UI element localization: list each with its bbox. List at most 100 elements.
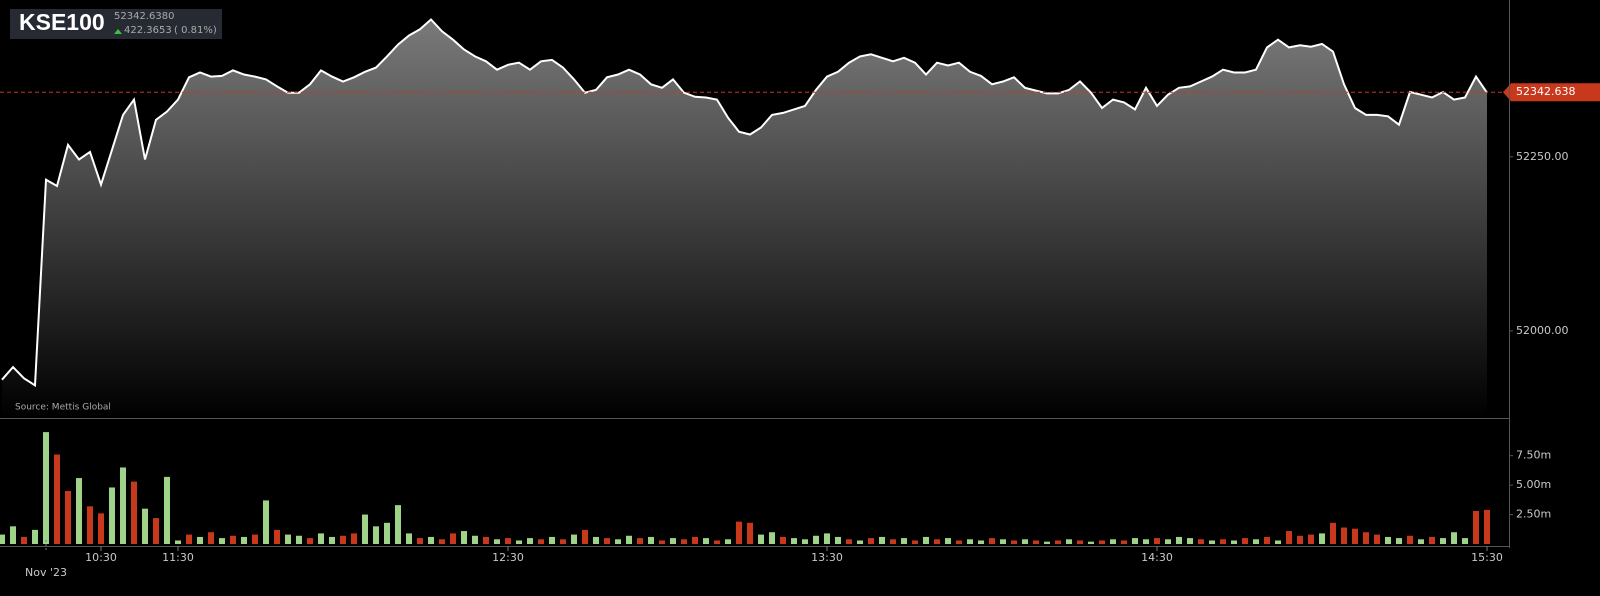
volume-bar — [1044, 541, 1050, 544]
area-fill — [2, 19, 1487, 418]
volume-bar — [1429, 536, 1435, 544]
volume-bar — [153, 518, 159, 544]
volume-bar — [362, 514, 368, 544]
price-line — [1, 18, 1488, 388]
volume-bar — [934, 539, 940, 544]
volume-bar — [1209, 540, 1215, 544]
volume-bar — [868, 538, 874, 544]
volume-bar — [714, 540, 720, 544]
volume-bar — [197, 536, 203, 544]
volume-bar — [626, 535, 632, 544]
y-tick-label: 2.50m — [1516, 508, 1551, 521]
volume-bar — [560, 539, 566, 544]
x-tick-label: 15:30 — [1471, 551, 1503, 564]
volume-bar — [1253, 539, 1259, 544]
volume-bar — [1077, 540, 1083, 544]
y-tick-label: 7.50m — [1516, 449, 1551, 462]
header-change-pct: ( 0.81%) — [174, 25, 217, 36]
volume-bar — [450, 533, 456, 544]
volume-bar — [967, 539, 973, 544]
volume-bar — [1484, 509, 1490, 544]
volume-bar — [1066, 539, 1072, 544]
volume-bar — [1297, 535, 1303, 544]
volume-bar — [219, 538, 225, 544]
last-price-label: 52342.638 — [1516, 85, 1576, 98]
volume-bar — [1099, 540, 1105, 544]
volume-bar — [901, 538, 907, 544]
volume-bar — [648, 536, 654, 544]
volume-bar — [373, 526, 379, 544]
volume-bar — [1187, 538, 1193, 544]
volume-bar — [582, 529, 588, 544]
volume-bar — [54, 454, 60, 544]
volume-bar — [417, 538, 423, 544]
volume-bar — [758, 534, 764, 544]
volume-bar — [1176, 536, 1182, 544]
volume-bar — [1165, 539, 1171, 544]
volume-bar — [439, 539, 445, 544]
price-panel: 52000.00 52250.00 52342.638 — [0, 18, 1600, 418]
volume-bar — [428, 536, 434, 544]
volume-bar — [1462, 538, 1468, 544]
volume-bar — [1011, 540, 1017, 544]
volume-bar — [835, 536, 841, 544]
x-tick-label: 12:30 — [492, 551, 524, 564]
source: Source: Mettis Global — [15, 403, 111, 413]
volume-bar — [1363, 532, 1369, 544]
volume-bar — [1242, 538, 1248, 544]
volume-bar — [384, 522, 390, 544]
volume-bar — [813, 535, 819, 544]
volume-bar — [483, 536, 489, 544]
volume-bar — [637, 538, 643, 544]
volume-bar — [120, 467, 126, 544]
volume-bar — [989, 538, 995, 544]
volume-bar — [472, 535, 478, 544]
volume-bar — [791, 538, 797, 544]
volume-bar — [1341, 527, 1347, 544]
volume-bar — [164, 476, 170, 544]
last-price-tag — [1503, 83, 1600, 102]
x-tick-label: 14:30 — [1141, 551, 1173, 564]
volume-bar — [0, 534, 5, 544]
volume-bar — [329, 536, 335, 544]
volume-bar — [725, 539, 731, 544]
volume-bar — [296, 535, 302, 544]
volume-bar — [1110, 539, 1116, 544]
header-title: KSE100 — [19, 9, 105, 35]
volume-bar — [252, 534, 258, 544]
volume-bar — [274, 529, 280, 544]
header-change: 422.3653 — [124, 25, 172, 36]
volume-bar — [230, 535, 236, 544]
volume-bar — [1055, 540, 1061, 544]
volume-bar — [65, 491, 71, 544]
volume-bar — [1385, 536, 1391, 544]
volume-bar — [1198, 539, 1204, 544]
x-tick-label: 13:30 — [811, 551, 843, 564]
volume-bar — [1121, 540, 1127, 544]
volume-bar — [461, 531, 467, 544]
volume-bar — [571, 534, 577, 544]
volume-bar — [1088, 541, 1094, 544]
volume-bar — [142, 508, 148, 544]
header-price: 52342.6380 — [114, 11, 174, 22]
volume-bar — [890, 539, 896, 544]
volume-bar — [10, 526, 16, 544]
volume-bar — [923, 536, 929, 544]
y-tick-label: 5.00m — [1516, 478, 1551, 491]
volume-bar — [659, 540, 665, 544]
volume-bar — [736, 521, 742, 544]
y-tick-label: 52000.00 — [1516, 324, 1569, 337]
volume-bar — [87, 506, 93, 544]
volume-bar — [1132, 538, 1138, 544]
volume-bar — [1275, 540, 1281, 544]
volume-bar — [494, 539, 500, 544]
volume-bar — [978, 540, 984, 544]
volume-bar — [780, 536, 786, 544]
volume-bar — [1000, 539, 1006, 544]
volume-bar — [109, 487, 115, 544]
volume-bar — [318, 533, 324, 544]
volume-bar — [912, 540, 918, 544]
volume-bar — [1308, 534, 1314, 544]
